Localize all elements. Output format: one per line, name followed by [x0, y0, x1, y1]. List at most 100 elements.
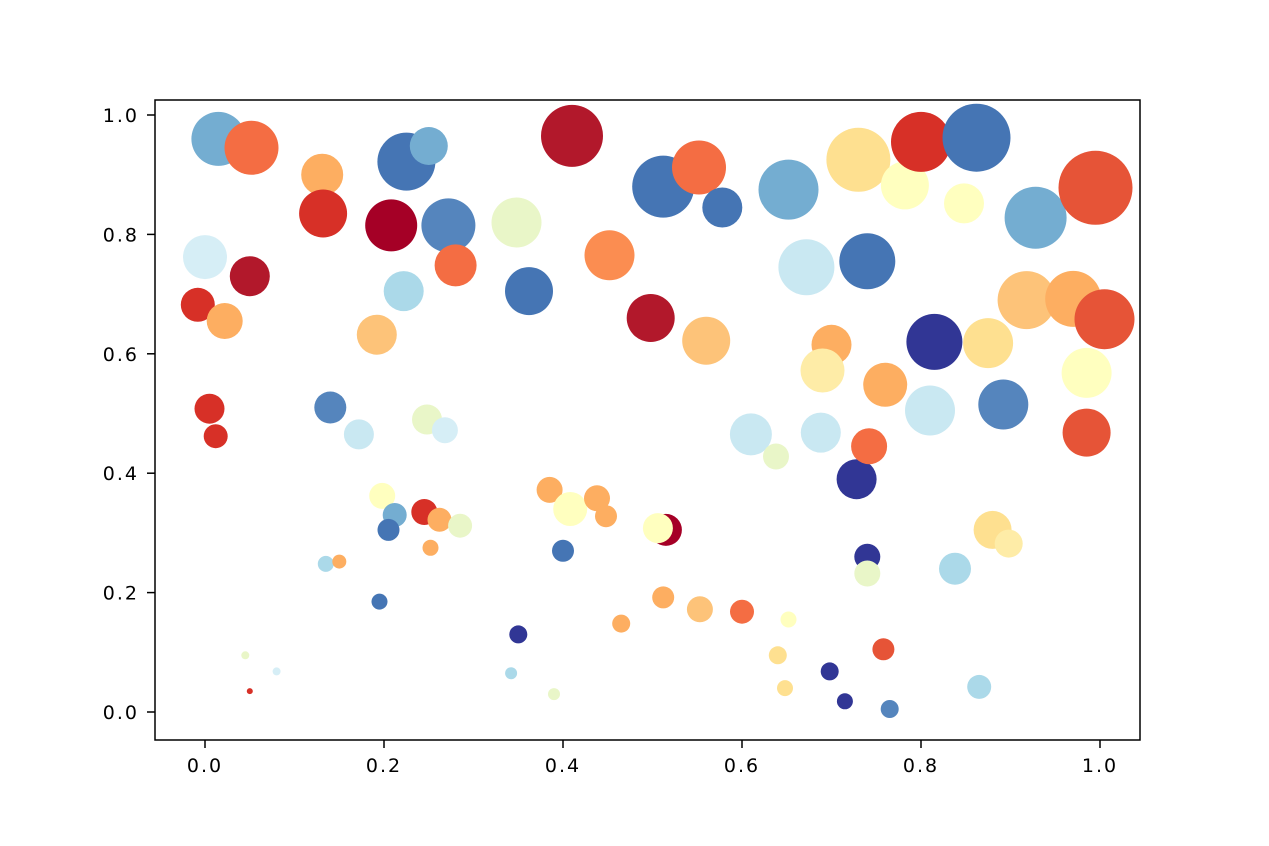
scatter-point: [194, 393, 225, 424]
y-tick-label: 0.6: [103, 344, 139, 366]
scatter-point: [994, 529, 1023, 558]
scatter-point: [967, 674, 992, 699]
scatter-point: [1062, 408, 1111, 457]
x-tick-label: 1.0: [1082, 755, 1118, 777]
y-tick-label: 0.2: [103, 583, 139, 605]
scatter-point: [229, 256, 270, 297]
scatter-point: [778, 239, 835, 296]
scatter-points-group: [180, 103, 1135, 718]
scatter-point: [584, 485, 610, 512]
scatter-point: [780, 611, 797, 628]
scatter-point: [584, 230, 635, 281]
scatter-point: [1061, 347, 1112, 398]
scatter-point: [839, 233, 896, 290]
scatter-point: [1074, 289, 1135, 350]
scatter-point: [906, 313, 963, 370]
scatter-point: [763, 443, 789, 470]
scatter-point: [206, 303, 243, 339]
scatter-point: [536, 476, 563, 503]
scatter-point: [509, 625, 528, 644]
scatter-point: [863, 362, 908, 407]
scatter-point: [377, 518, 400, 541]
scatter-point: [553, 492, 588, 526]
scatter-point: [505, 667, 518, 680]
scatter-point: [434, 244, 477, 287]
scatter-point: [800, 412, 841, 453]
x-axis-ticks: 0.0 0.2 0.4 0.6 0.8 1.0: [187, 740, 1118, 777]
scatter-point: [548, 688, 560, 701]
scatter-point: [963, 318, 1014, 369]
x-tick-label: 0.8: [903, 755, 939, 777]
scatter-point: [702, 187, 743, 228]
scatter-point: [356, 314, 397, 355]
scatter-point: [183, 235, 227, 280]
scatter-point: [729, 413, 772, 456]
x-tick-label: 0.2: [366, 755, 402, 777]
scatter-point: [1004, 186, 1067, 249]
scatter-point: [241, 651, 250, 660]
scatter-point: [686, 596, 713, 623]
y-tick-label: 1.0: [103, 105, 139, 127]
scatter-point: [343, 419, 374, 450]
scatter-point: [421, 198, 476, 253]
scatter-point: [541, 104, 603, 167]
scatter-point: [836, 459, 877, 500]
scatter-point: [800, 348, 845, 393]
scatter-point: [448, 513, 473, 538]
scatter-point: [552, 539, 574, 562]
scatter-point: [491, 197, 542, 248]
scatter-point: [332, 554, 347, 569]
scatter-point: [682, 316, 731, 365]
scatter-point: [758, 159, 819, 220]
scatter-point: [371, 593, 388, 610]
scatter-point: [203, 424, 228, 449]
scatter-point: [272, 667, 281, 676]
scatter-point: [652, 586, 675, 609]
scatter-point: [642, 513, 673, 544]
scatter-point: [612, 614, 631, 633]
scatter-point: [820, 662, 839, 681]
scatter-point: [730, 599, 754, 624]
scatter-point: [224, 120, 279, 175]
scatter-point: [427, 507, 452, 532]
scatter-point: [939, 552, 971, 585]
x-tick-label: 0.4: [545, 755, 581, 777]
axes-frame: [154, 99, 1141, 741]
y-tick-label: 0.8: [103, 224, 139, 246]
scatter-point: [431, 417, 458, 444]
scatter-point: [851, 428, 888, 465]
scatter-point: [422, 539, 439, 556]
scatter-point: [626, 294, 675, 342]
y-tick-label: 0.4: [103, 463, 139, 485]
scatter-point: [872, 638, 895, 661]
scatter-point: [891, 111, 951, 172]
scatter-point: [836, 693, 853, 710]
scatter-point: [180, 287, 215, 322]
y-axis-ticks: 0.0 0.2 0.4 0.6 0.8 1.0: [103, 105, 155, 724]
scatter-point: [409, 127, 448, 165]
scatter-point: [978, 379, 1029, 430]
scatter-point: [672, 140, 726, 195]
scatter-point: [301, 153, 344, 196]
scatter-point: [854, 560, 881, 587]
scatter-point: [595, 505, 617, 528]
scatter-point: [942, 103, 1011, 172]
scatter-point: [383, 271, 424, 312]
scatter-point: [317, 555, 334, 572]
scatter-point: [246, 688, 253, 695]
scatter-point: [369, 482, 396, 509]
y-tick-label: 0.0: [103, 702, 139, 724]
scatter-point: [905, 385, 955, 436]
scatter-point: [768, 646, 787, 665]
scatter-point: [880, 700, 899, 718]
scatter-point: [777, 680, 793, 697]
scatter-point: [505, 267, 553, 316]
scatter-point: [997, 271, 1056, 330]
x-tick-label: 0.6: [724, 755, 760, 777]
scatter-point: [826, 127, 891, 192]
scatter-point: [944, 183, 984, 224]
scatter-point: [365, 199, 418, 252]
scatter-point: [1058, 150, 1133, 225]
